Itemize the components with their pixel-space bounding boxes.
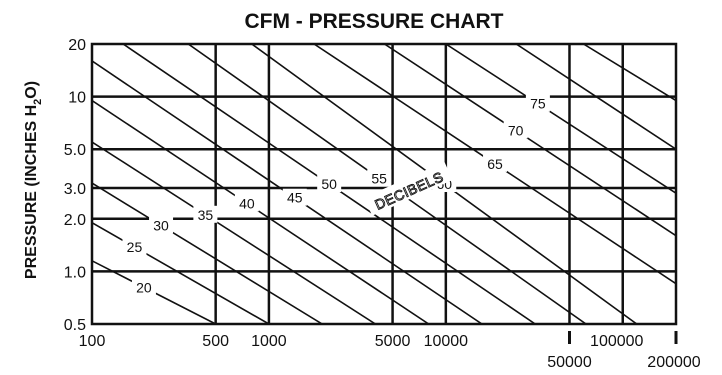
svg-text:PRESSURE (INCHES H2O): PRESSURE (INCHES H2O) [23, 81, 44, 279]
x-tick-label: 100 [79, 333, 106, 350]
y-axis-label: PRESSURE (INCHES H2O) [23, 81, 44, 279]
db-label-75: 75 [530, 96, 546, 112]
x-tick-label-lower: 200000 [647, 354, 700, 371]
db-label-65: 65 [487, 156, 503, 172]
x-tick-label: 10000 [424, 333, 469, 350]
series-lines [92, 44, 676, 324]
decibels-bg [364, 161, 453, 216]
y-tick-label: 1.0 [64, 264, 86, 281]
db-label-bg [131, 278, 156, 296]
db-line-extra-12 [515, 44, 676, 150]
db-label-bg [234, 194, 259, 212]
db-label-40: 40 [239, 195, 255, 211]
db-label-bg [367, 169, 392, 187]
db-line-30 [92, 182, 323, 324]
y-tick-label: 10 [68, 90, 86, 107]
y-axis-label-prefix: PRESSURE (INCHES H [23, 105, 40, 279]
y-tick-label: 2.0 [64, 212, 86, 229]
y-axis-label-suffix: O) [23, 81, 40, 99]
x-tick-label: 100000 [590, 333, 643, 350]
x-tick-label: 5000 [375, 333, 411, 350]
db-label-bg [149, 216, 174, 234]
db-label-bg [483, 154, 508, 172]
y-tick-label: 5.0 [64, 142, 86, 159]
db-label-bg [525, 94, 550, 112]
db-label-25: 25 [127, 239, 143, 255]
db-line-40 [92, 99, 430, 324]
x-tick-label: 1000 [251, 333, 287, 350]
db-line-70 [384, 44, 676, 237]
db-label-45: 45 [287, 190, 303, 206]
db-label-bg [282, 188, 307, 206]
db-line-25 [92, 221, 270, 324]
db-label-30: 30 [153, 217, 169, 233]
db-label-50: 50 [321, 176, 337, 192]
chart-title: CFM - PRESSURE CHART [244, 10, 503, 33]
db-label-bg [193, 205, 218, 223]
db-line-extra-13 [583, 44, 676, 102]
y-axis-label-subscript: 2 [32, 99, 44, 105]
plot-frame [90, 42, 678, 326]
db-line-75 [445, 44, 676, 194]
db-label-70: 70 [508, 122, 524, 138]
plot-border [90, 42, 678, 326]
y-tick-label: 20 [68, 37, 86, 54]
x-tick-label-lower: 50000 [547, 354, 592, 371]
x-tick-label: 500 [202, 333, 229, 350]
db-label-bg [122, 237, 147, 255]
y-tick-label: 0.5 [64, 317, 86, 334]
y-tick-label: 3.0 [64, 181, 86, 198]
db-label-55: 55 [371, 170, 387, 186]
db-label-35: 35 [198, 207, 214, 223]
db-label-20: 20 [136, 279, 152, 295]
db-label-bg [317, 175, 342, 192]
db-label-bg [503, 121, 528, 139]
db-line-35 [92, 141, 376, 324]
